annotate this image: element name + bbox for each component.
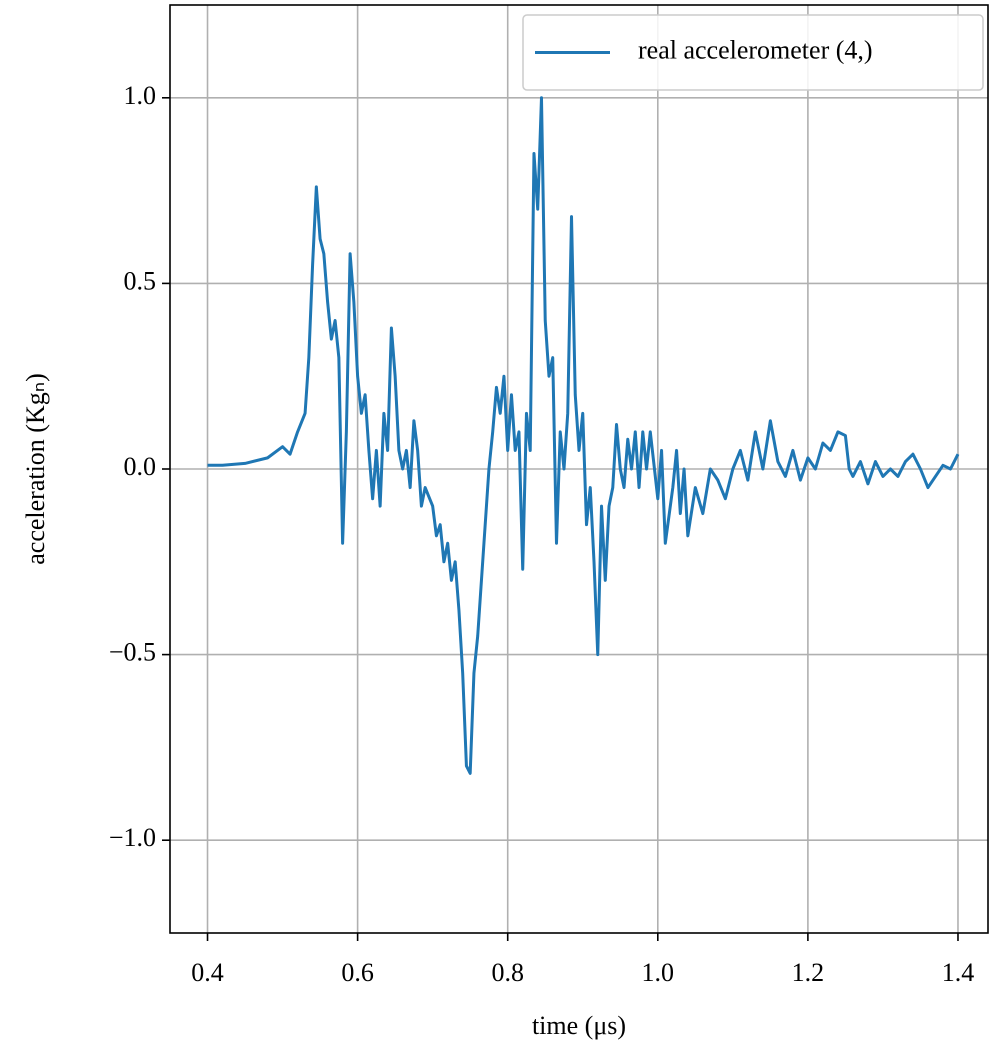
- data-line: [207, 96, 960, 775]
- y-axis-label: acceleration (Kgₙ): [21, 373, 50, 565]
- x-tick-label: 1.0: [642, 958, 675, 987]
- y-tick-label: 0.0: [124, 452, 157, 481]
- x-tick-label: 1.4: [942, 958, 975, 987]
- x-tick-label: 0.8: [491, 958, 524, 987]
- x-axis-label: time (μs): [532, 1011, 626, 1040]
- y-tick-label: −0.5: [109, 638, 156, 667]
- plot-frame: [169, 4, 989, 934]
- legend-label: real accelerometer (4,): [638, 35, 873, 64]
- x-tick-label: 0.4: [191, 958, 224, 987]
- legend-box: [522, 14, 984, 91]
- x-tick-label: 0.6: [341, 958, 374, 987]
- x-tick-label: 1.2: [792, 958, 825, 987]
- y-tick-label: 1.0: [124, 81, 157, 110]
- y-tick-label: 0.5: [124, 266, 157, 295]
- y-tick-label: −1.0: [109, 823, 156, 852]
